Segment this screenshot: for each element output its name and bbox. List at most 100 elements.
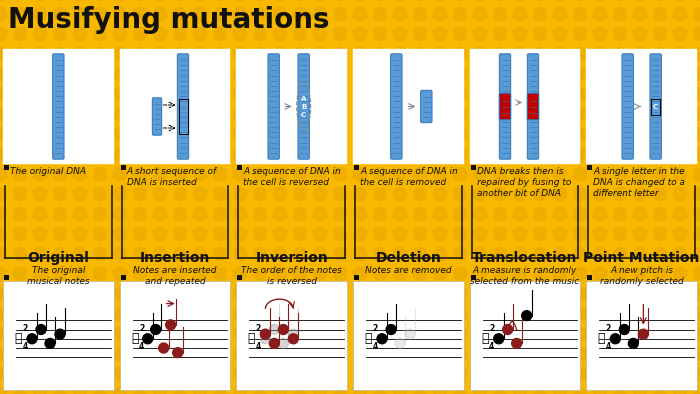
Circle shape [234, 128, 246, 141]
Circle shape [554, 7, 566, 20]
Circle shape [34, 307, 46, 320]
Circle shape [214, 87, 227, 100]
Circle shape [0, 288, 6, 301]
Circle shape [94, 128, 106, 141]
Circle shape [174, 208, 186, 221]
Circle shape [153, 348, 167, 361]
Circle shape [533, 348, 547, 361]
Circle shape [573, 108, 587, 121]
FancyBboxPatch shape [527, 93, 539, 120]
Circle shape [253, 188, 267, 201]
Circle shape [433, 288, 447, 301]
Circle shape [634, 167, 647, 180]
Text: Insertion: Insertion [140, 251, 210, 265]
Circle shape [454, 48, 466, 61]
Circle shape [214, 307, 227, 320]
Circle shape [94, 327, 106, 340]
Circle shape [634, 307, 647, 320]
Circle shape [333, 327, 346, 340]
Circle shape [0, 388, 6, 394]
Circle shape [113, 348, 127, 361]
Circle shape [354, 188, 367, 201]
Circle shape [193, 108, 206, 121]
Circle shape [214, 188, 227, 201]
Circle shape [454, 368, 466, 381]
Circle shape [433, 188, 447, 201]
Circle shape [473, 348, 486, 361]
Circle shape [0, 147, 6, 160]
Circle shape [374, 348, 386, 361]
Circle shape [393, 268, 407, 281]
Circle shape [503, 324, 513, 335]
Circle shape [494, 128, 507, 141]
Circle shape [234, 67, 246, 80]
Circle shape [554, 147, 566, 160]
Circle shape [333, 208, 346, 221]
Text: 𝄞: 𝄞 [598, 332, 605, 345]
Circle shape [113, 67, 127, 80]
Circle shape [293, 28, 307, 41]
Circle shape [333, 7, 346, 20]
Circle shape [554, 128, 566, 141]
Text: 2: 2 [139, 324, 144, 333]
Circle shape [13, 348, 27, 361]
Circle shape [354, 268, 367, 281]
Circle shape [193, 128, 206, 141]
Circle shape [314, 208, 326, 221]
Circle shape [613, 348, 626, 361]
Circle shape [514, 307, 526, 320]
Circle shape [193, 268, 206, 281]
Circle shape [554, 327, 566, 340]
Circle shape [386, 324, 396, 335]
Circle shape [654, 327, 666, 340]
Circle shape [113, 188, 127, 201]
Circle shape [634, 128, 647, 141]
Circle shape [74, 348, 87, 361]
Circle shape [333, 307, 346, 320]
Circle shape [74, 7, 87, 20]
Circle shape [594, 268, 606, 281]
Circle shape [34, 67, 46, 80]
Circle shape [13, 108, 27, 121]
Circle shape [34, 108, 46, 121]
Circle shape [473, 108, 486, 121]
Circle shape [694, 208, 700, 221]
Circle shape [494, 307, 507, 320]
Circle shape [494, 227, 507, 240]
Circle shape [193, 147, 206, 160]
Bar [120, 49, 230, 164]
Text: 𝄞: 𝄞 [248, 332, 255, 345]
Text: The order of the notes
is reversed: The order of the notes is reversed [241, 266, 342, 286]
Text: Inversion: Inversion [256, 251, 328, 265]
Circle shape [314, 147, 326, 160]
Circle shape [473, 48, 486, 61]
Circle shape [414, 327, 426, 340]
Circle shape [253, 28, 267, 41]
Circle shape [673, 227, 687, 240]
Circle shape [354, 87, 367, 100]
Circle shape [473, 188, 486, 201]
Circle shape [94, 167, 106, 180]
Circle shape [694, 87, 700, 100]
Circle shape [94, 247, 106, 260]
Circle shape [193, 87, 206, 100]
Circle shape [393, 167, 407, 180]
Circle shape [514, 227, 526, 240]
Circle shape [0, 128, 6, 141]
Circle shape [454, 227, 466, 240]
Circle shape [514, 87, 526, 100]
Circle shape [354, 247, 367, 260]
Circle shape [514, 208, 526, 221]
Circle shape [673, 268, 687, 281]
Circle shape [554, 227, 566, 240]
Text: 𝄞: 𝄞 [131, 332, 139, 345]
Circle shape [613, 28, 626, 41]
Circle shape [433, 268, 447, 281]
Circle shape [594, 368, 606, 381]
Circle shape [634, 7, 647, 20]
Circle shape [134, 368, 146, 381]
Circle shape [694, 227, 700, 240]
Circle shape [393, 208, 407, 221]
Bar [651, 98, 660, 115]
Circle shape [473, 7, 486, 20]
